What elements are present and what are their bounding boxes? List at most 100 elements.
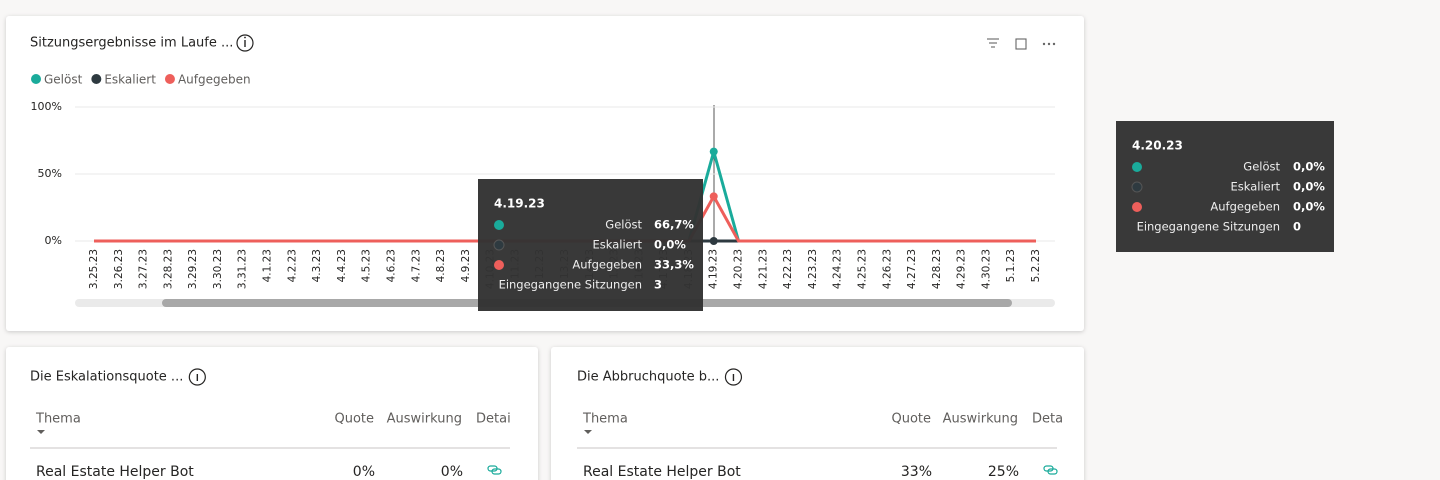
hover-marker <box>709 147 718 156</box>
tooltip-label: Eingegangene Sitzungen <box>1137 220 1280 234</box>
x-tick-label: 4.19.23 <box>708 249 720 289</box>
x-tick-label: 4.30.23 <box>980 249 992 289</box>
x-tick-label: 3.31.23 <box>237 249 249 289</box>
x-tick-label: 4.27.23 <box>906 249 918 289</box>
tooltip-marker <box>1132 202 1142 212</box>
legend-marker <box>31 74 41 84</box>
tooltip-value: 0 <box>1293 220 1301 234</box>
tooltip-marker <box>1132 162 1142 172</box>
table-title: Die Abbruchquote b... <box>577 370 719 385</box>
table-cell: 0% <box>353 464 375 480</box>
x-tick-label: 3.27.23 <box>138 249 150 289</box>
tooltip-label: Gelöst <box>605 218 642 232</box>
x-tick-label: 5.1.23 <box>1005 249 1017 282</box>
y-tick-label: 50% <box>38 167 62 180</box>
x-tick-label: 4.2.23 <box>286 249 298 282</box>
column-header: Auswirkung <box>943 412 1018 427</box>
column-header: Quote <box>891 412 931 427</box>
tooltip-label: Eskaliert <box>593 238 643 252</box>
tooltip-marker <box>494 260 504 270</box>
y-tick-label: 0% <box>45 234 62 247</box>
tooltip-value: 0,0% <box>1293 180 1325 194</box>
column-header: Thema <box>582 412 628 427</box>
x-tick-label: 4.25.23 <box>856 249 868 289</box>
column-header: Thema <box>35 412 81 427</box>
info-icon[interactable] <box>724 368 743 386</box>
more-icon[interactable] <box>1042 42 1056 46</box>
legend-marker <box>91 74 102 84</box>
table-title: Die Eskalationsquote ... <box>30 370 183 385</box>
tooltip-marker <box>1131 181 1143 193</box>
tooltip-label: Aufgegeben <box>1210 200 1280 214</box>
x-tick-label: 4.23.23 <box>807 249 819 289</box>
tooltip-value: 0,0% <box>1293 200 1325 214</box>
info-icon[interactable] <box>188 368 206 386</box>
tooltip-label: Eskaliert <box>1231 180 1281 194</box>
tooltip-date: 4.19.23 <box>494 197 545 211</box>
column-header: Quote <box>334 412 374 427</box>
legend-label: Eskaliert <box>104 73 156 87</box>
y-tick-label: 100% <box>31 100 62 113</box>
x-tick-label: 4.6.23 <box>385 249 397 282</box>
x-tick-label: 4.3.23 <box>311 249 323 282</box>
chart-title: Sitzungsergebnisse im Laufe ... <box>30 36 233 51</box>
sort-arrow <box>584 430 592 434</box>
hover-marker <box>709 192 718 201</box>
tooltip-label: Gelöst <box>1243 160 1280 174</box>
tooltip-value: 0,0% <box>654 238 686 252</box>
table-cell: Real Estate Helper Bot <box>36 464 194 480</box>
x-tick-label: 4.8.23 <box>435 249 447 282</box>
x-tick-label: 5.2.23 <box>1030 249 1042 282</box>
x-tick-label: 4.1.23 <box>262 249 274 282</box>
x-tick-label: 3.29.23 <box>187 249 199 289</box>
x-tick-label: 4.20.23 <box>733 249 745 289</box>
table-cell: 25% <box>988 464 1019 480</box>
legend-label: Aufgegeben <box>178 73 251 87</box>
x-tick-label: 3.25.23 <box>88 249 100 289</box>
tooltip <box>478 179 703 311</box>
tooltip-label: Aufgegeben <box>572 258 642 272</box>
x-tick-label: 3.30.23 <box>212 249 224 289</box>
x-tick-label: 4.29.23 <box>956 249 968 289</box>
x-tick-label: 3.26.23 <box>113 249 125 289</box>
focus-icon[interactable] <box>1015 38 1027 50</box>
sort-arrow <box>37 430 45 434</box>
table-card <box>6 347 538 480</box>
x-tick-label: 4.26.23 <box>881 249 893 289</box>
hover-marker <box>709 237 718 245</box>
tooltip-value: 33,3% <box>654 258 694 272</box>
link-part <box>1047 468 1058 475</box>
x-tick-label: 4.22.23 <box>782 249 794 289</box>
table-cell: Real Estate Helper Bot <box>583 464 741 480</box>
table-card <box>551 347 1084 480</box>
tooltip-marker <box>493 239 505 251</box>
filter-icon[interactable] <box>987 38 999 48</box>
column-header: Auswirkung <box>387 412 462 427</box>
table-cell: 33% <box>901 464 932 480</box>
tooltip-date: 4.20.23 <box>1132 139 1183 153</box>
column-header: Detai <box>476 412 511 427</box>
link-icon[interactable] <box>487 465 502 475</box>
legend-label: Gelöst <box>44 73 83 87</box>
column-header: Deta <box>1032 412 1063 427</box>
x-tick-label: 4.5.23 <box>361 249 373 282</box>
x-tick-label: 4.9.23 <box>460 249 472 282</box>
link-icon[interactable] <box>1043 465 1058 475</box>
x-tick-label: 3.28.23 <box>162 249 174 289</box>
x-tick-label: 4.21.23 <box>757 249 769 289</box>
x-tick-label: 4.24.23 <box>832 249 844 289</box>
table-cell: 0% <box>441 464 463 480</box>
x-tick-label: 4.4.23 <box>336 249 348 282</box>
x-tick-label: 4.7.23 <box>410 249 422 282</box>
legend-marker <box>164 74 175 84</box>
tooltip <box>1116 121 1334 252</box>
link-part <box>491 468 502 475</box>
tooltip-marker <box>494 220 504 230</box>
x-tick-label: 4.28.23 <box>931 249 943 289</box>
tooltip-label: Eingegangene Sitzungen <box>499 278 642 292</box>
tooltip-value: 66,7% <box>654 218 694 232</box>
tooltip-value: 3 <box>654 278 662 292</box>
tooltip-value: 0,0% <box>1293 160 1325 174</box>
info-icon[interactable] <box>236 34 254 52</box>
